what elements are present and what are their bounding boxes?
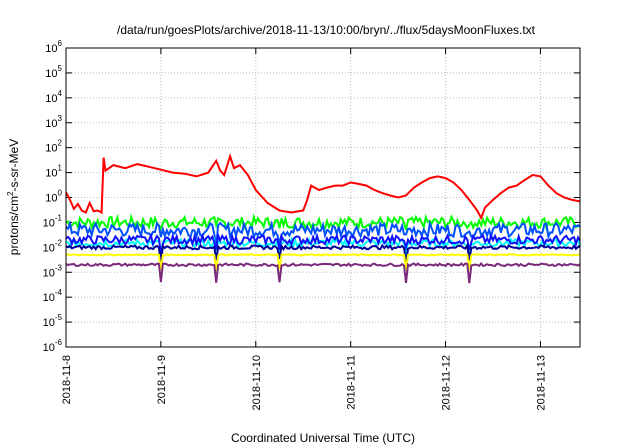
- chart-title: /data/run/goesPlots/archive/2018-11-13/1…: [117, 23, 536, 37]
- x-tick-label: 2018-11-11: [346, 355, 358, 410]
- y-tick-label: 10-4: [43, 288, 63, 304]
- y-tick-label: 103: [45, 114, 62, 130]
- series-layer: [65, 153, 581, 284]
- grid: [66, 48, 580, 347]
- y-tick-label: 10-2: [43, 238, 63, 254]
- plot-frame: [65, 47, 581, 348]
- y-axis-label: protons/cm2-s-sr-MeV: [6, 139, 21, 255]
- y-tick-label: 10-6: [43, 338, 63, 354]
- y-tick-label: 100: [45, 189, 62, 205]
- y-ticks: 10-6 10-5 10-4 10-3 10-2 10-1 100 101 102 103 104 1…: [43, 39, 580, 354]
- y-tick-label: 10-5: [43, 313, 63, 329]
- y-tick-label: 101: [45, 164, 62, 180]
- x-tick-label: 2018-11-8: [61, 355, 73, 404]
- y-tick-label: 106: [45, 39, 62, 55]
- x-ticks: 2018-11-8 2018-11-9 2018-11-10 2018-11-11 20…: [61, 48, 547, 410]
- x-tick-label: 2018-11-9: [156, 355, 168, 404]
- y-tick-label: 10-1: [43, 213, 63, 229]
- x-axis-label: Coordinated Universal Time (UTC): [231, 431, 415, 445]
- series-line-7a2a7a: [65, 261, 581, 284]
- series-line-ffff00: [65, 253, 581, 272]
- y-tick-label: 102: [45, 139, 62, 155]
- y-tick-label: 10-3: [43, 263, 63, 279]
- series-line-1010ff: [65, 231, 581, 255]
- x-tick-label: 2018-11-13: [535, 355, 547, 410]
- series-line-000099: [65, 242, 581, 263]
- x-tick-label: 2018-11-10: [251, 355, 263, 410]
- series-line-00ffff: [65, 235, 581, 255]
- y-tick-label: 105: [45, 64, 62, 80]
- series-line-ff0000: [65, 153, 581, 221]
- y-tick-label: 104: [45, 89, 62, 105]
- x-tick-label: 2018-11-12: [441, 355, 453, 410]
